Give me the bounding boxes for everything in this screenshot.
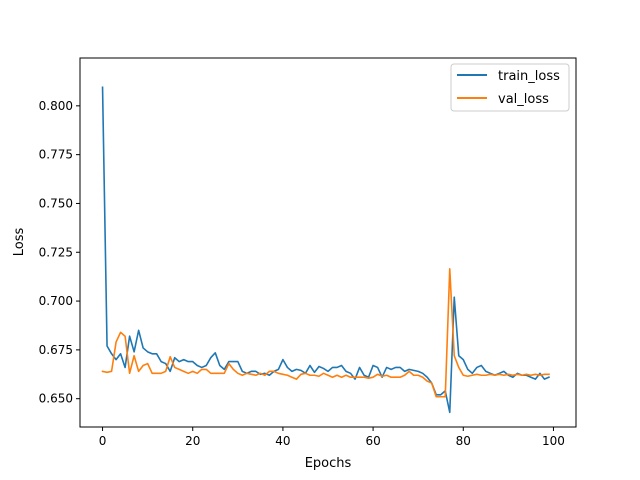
x-tick-label: 100 [542,434,565,448]
x-axis-label: Epochs [305,456,352,471]
y-tick-label: 0.775 [39,148,73,162]
legend-label-val-loss: val_loss [498,92,549,107]
y-axis-ticks: 0.650 0.675 0.700 0.725 0.750 0.775 0.800 [39,99,80,406]
series-line-val-loss [101,268,550,398]
y-tick-label: 0.675 [39,343,73,357]
y-tick-label: 0.725 [39,245,73,259]
plot-frame [79,57,577,428]
series-line-train-loss [101,86,551,414]
x-tick-label: 20 [185,434,200,448]
x-tick-label: 40 [275,434,290,448]
legend-label-train-loss: train_loss [498,69,560,84]
y-tick-label: 0.800 [39,99,73,113]
y-tick-label: 0.750 [39,196,73,210]
series-layer [101,86,551,414]
legend: train_loss val_loss [450,63,570,112]
x-tick-label: 0 [99,434,107,448]
x-tick-label: 60 [365,434,380,448]
y-tick-label: 0.650 [39,392,73,406]
y-axis-label: Loss [12,228,27,257]
x-axis-ticks: 0 20 40 60 80 100 [99,427,565,448]
x-tick-label: 80 [456,434,471,448]
y-tick-label: 0.700 [39,294,73,308]
